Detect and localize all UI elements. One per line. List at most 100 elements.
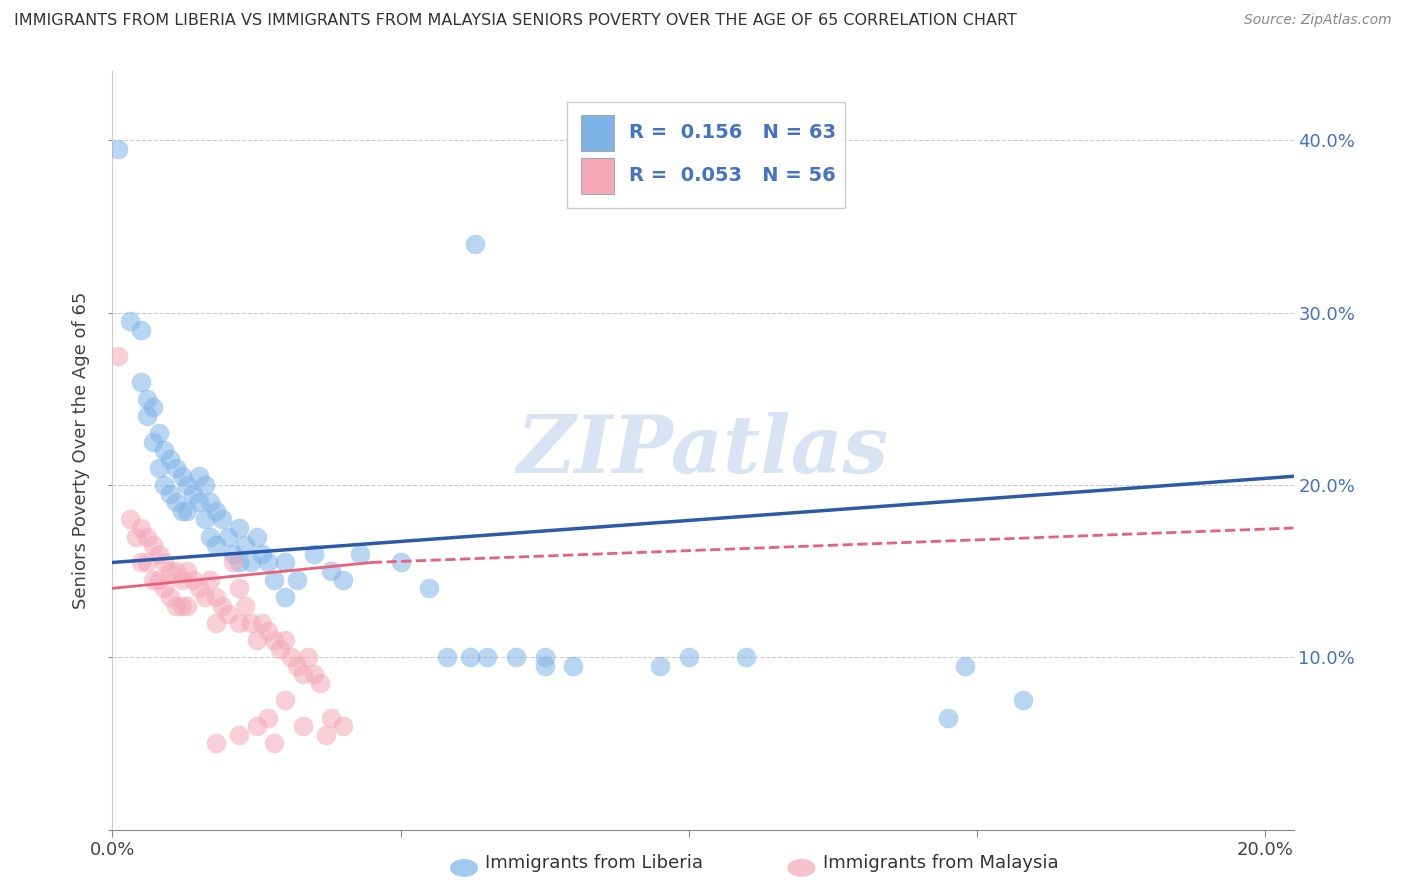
- Point: [269, 641, 291, 656]
- Point: [252, 547, 274, 561]
- Point: [302, 547, 325, 561]
- Point: [187, 582, 209, 596]
- Point: [245, 633, 267, 648]
- Point: [257, 556, 280, 570]
- Point: [239, 556, 262, 570]
- Point: [263, 736, 285, 750]
- Point: [233, 538, 256, 552]
- Point: [142, 538, 165, 552]
- Point: [200, 573, 222, 587]
- Point: [187, 469, 209, 483]
- Point: [142, 401, 165, 415]
- Point: [148, 573, 170, 587]
- Point: [200, 530, 222, 544]
- Point: [239, 615, 262, 630]
- Point: [176, 564, 198, 578]
- Point: [187, 495, 209, 509]
- Point: [252, 615, 274, 630]
- Point: [176, 504, 198, 518]
- Point: [274, 556, 297, 570]
- Point: [153, 582, 176, 596]
- Text: Immigrants from Liberia: Immigrants from Liberia: [485, 855, 703, 872]
- Point: [205, 538, 228, 552]
- Point: [332, 719, 354, 733]
- Point: [153, 443, 176, 458]
- Point: [274, 633, 297, 648]
- Point: [533, 658, 555, 673]
- Point: [321, 710, 343, 724]
- Point: [228, 556, 250, 570]
- Point: [257, 710, 280, 724]
- Point: [228, 582, 250, 596]
- Point: [291, 667, 314, 681]
- Point: [194, 512, 217, 526]
- Point: [222, 556, 245, 570]
- Point: [458, 650, 481, 665]
- Point: [200, 495, 222, 509]
- Point: [233, 599, 256, 613]
- Point: [205, 615, 228, 630]
- Point: [107, 142, 129, 156]
- Point: [291, 719, 314, 733]
- Point: [315, 728, 337, 742]
- Point: [165, 495, 187, 509]
- Point: [349, 547, 371, 561]
- Point: [222, 547, 245, 561]
- Point: [475, 650, 498, 665]
- Point: [129, 375, 152, 389]
- Point: [136, 556, 159, 570]
- Point: [1011, 693, 1033, 707]
- Point: [129, 521, 152, 535]
- Text: IMMIGRANTS FROM LIBERIA VS IMMIGRANTS FROM MALAYSIA SENIORS POVERTY OVER THE AGE: IMMIGRANTS FROM LIBERIA VS IMMIGRANTS FR…: [14, 13, 1017, 29]
- Text: ZIPatlas: ZIPatlas: [517, 412, 889, 489]
- Point: [321, 564, 343, 578]
- Point: [118, 314, 141, 328]
- Point: [170, 599, 193, 613]
- Point: [217, 607, 239, 622]
- Point: [257, 624, 280, 639]
- Point: [176, 478, 198, 492]
- Point: [533, 650, 555, 665]
- Point: [285, 658, 308, 673]
- Point: [228, 521, 250, 535]
- Point: [148, 426, 170, 441]
- Point: [211, 599, 233, 613]
- Point: [228, 615, 250, 630]
- Point: [211, 512, 233, 526]
- Point: [936, 710, 959, 724]
- Point: [148, 460, 170, 475]
- Point: [129, 556, 152, 570]
- Point: [181, 573, 204, 587]
- Point: [148, 547, 170, 561]
- Point: [142, 434, 165, 449]
- Point: [309, 676, 332, 690]
- Point: [165, 599, 187, 613]
- Point: [165, 564, 187, 578]
- Point: [436, 650, 458, 665]
- Point: [118, 512, 141, 526]
- Point: [389, 556, 412, 570]
- Point: [159, 564, 181, 578]
- Point: [285, 573, 308, 587]
- Point: [181, 486, 204, 500]
- Point: [263, 633, 285, 648]
- Point: [228, 728, 250, 742]
- Point: [153, 478, 176, 492]
- Point: [194, 478, 217, 492]
- Point: [159, 486, 181, 500]
- Point: [165, 460, 187, 475]
- Point: [280, 650, 302, 665]
- Point: [464, 236, 486, 251]
- Point: [129, 323, 152, 337]
- Point: [136, 530, 159, 544]
- Point: [205, 590, 228, 604]
- Point: [124, 530, 146, 544]
- Point: [562, 658, 585, 673]
- Text: R =  0.053   N = 56: R = 0.053 N = 56: [628, 167, 835, 186]
- Point: [678, 650, 700, 665]
- Point: [153, 556, 176, 570]
- Point: [274, 590, 297, 604]
- Point: [505, 650, 527, 665]
- Point: [263, 573, 285, 587]
- Point: [107, 349, 129, 363]
